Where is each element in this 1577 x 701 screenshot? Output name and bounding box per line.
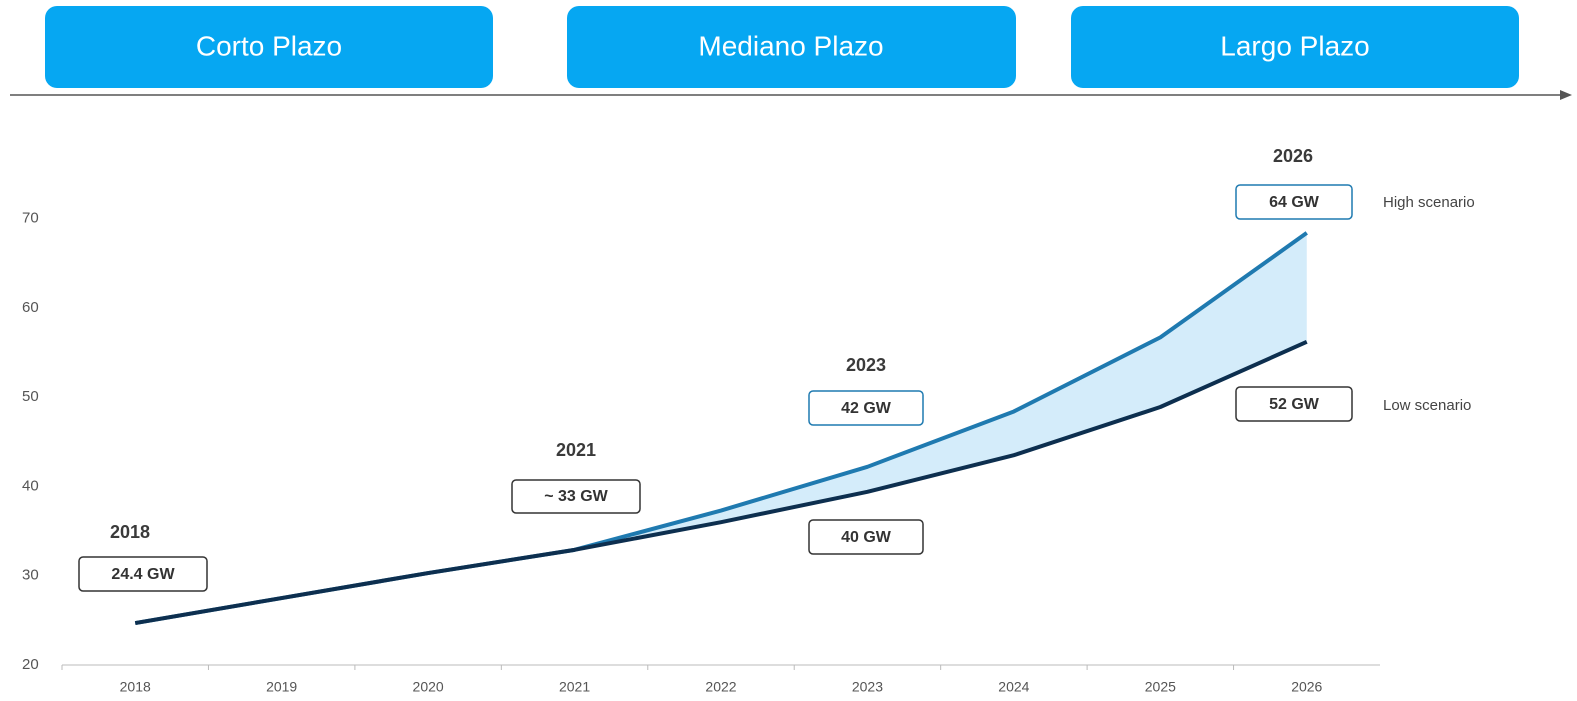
annotation-box <box>1235 386 1353 422</box>
annotation-label: 42 GW <box>841 400 892 417</box>
annotation-label: ~ 33 GW <box>544 488 608 505</box>
y-tick-label: 40 <box>22 477 39 494</box>
phase-label: Largo Plazo <box>1220 30 1369 61</box>
y-tick-label: 60 <box>22 299 39 316</box>
x-tick-label: 2020 <box>413 679 444 695</box>
phase-box <box>567 6 1016 88</box>
annotation-title: 2018 <box>110 522 150 542</box>
annotation-label: 40 GW <box>841 529 892 546</box>
y-tick-label: 70 <box>22 210 39 227</box>
annotation-label: 24.4 GW <box>111 566 175 583</box>
phase-box <box>1071 6 1519 88</box>
x-tick-label: 2018 <box>120 679 151 695</box>
annotation-box <box>78 556 208 592</box>
range-fill <box>135 232 1307 624</box>
annotation-label: 52 GW <box>1269 396 1320 413</box>
x-tick-label: 2025 <box>1145 679 1176 695</box>
annotation-box <box>1235 184 1353 220</box>
series-line <box>134 340 1308 626</box>
plot: 20 30 40 50 60 70 2018 2019 2020 2021 2022 2023 2024… <box>22 210 1380 695</box>
annotation-title: 2021 <box>556 440 596 460</box>
x-tick-label: 2021 <box>559 679 590 695</box>
phase-box <box>45 6 493 88</box>
y-tick-label: 20 <box>22 656 39 673</box>
annotation-label: 64 GW <box>1269 194 1320 211</box>
annotation-box <box>808 519 924 555</box>
x-tick-label: 2026 <box>1291 679 1322 695</box>
x-tick-label: 2023 <box>852 679 883 695</box>
legend-label: High scenario <box>1383 194 1475 211</box>
y-tick-label: 50 <box>22 388 39 405</box>
y-tick-label: 30 <box>22 567 39 584</box>
x-tick-label: 2019 <box>266 679 297 695</box>
arrow-head <box>1560 90 1572 100</box>
annotation-title: 2026 <box>1273 146 1313 166</box>
annotation-box <box>511 479 641 514</box>
annotation-box <box>808 390 924 426</box>
phase-label: Corto Plazo <box>196 30 342 61</box>
annotation-title: 2023 <box>846 355 886 375</box>
x-tick-label: 2022 <box>705 679 736 695</box>
annotations: 2018 24.4 GW 2021 ~ 33 GW 2023 42 GW 40 … <box>78 146 1475 592</box>
x-tick-label: 2024 <box>998 679 1029 695</box>
phase-label: Mediano Plazo <box>698 30 883 61</box>
legend-label: Low scenario <box>1383 397 1471 414</box>
series-line <box>134 231 1308 626</box>
